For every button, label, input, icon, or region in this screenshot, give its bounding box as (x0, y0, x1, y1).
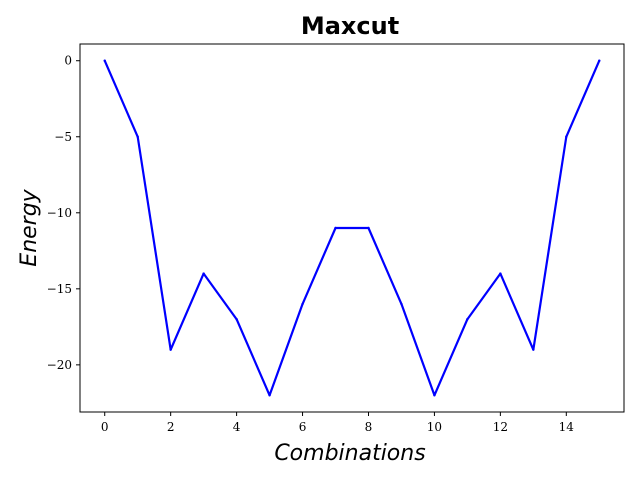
y-tick-label: −10 (47, 206, 72, 220)
series-line (103, 59, 601, 397)
y-tick-label: 0 (64, 54, 72, 68)
data-point (235, 318, 238, 321)
x-tick-label: 0 (101, 420, 109, 434)
data-point (400, 302, 403, 306)
data-point (202, 272, 205, 275)
data-point (169, 348, 172, 351)
x-tick-label: 8 (365, 420, 373, 434)
chart-title: Maxcut (301, 12, 399, 40)
y-tick-label: −5 (54, 130, 72, 144)
x-tick-label: 14 (559, 420, 575, 434)
x-axis: 0 2 4 6 8 10 12 14 (101, 412, 574, 434)
data-point (565, 135, 568, 138)
data-point (136, 135, 139, 138)
data-point (301, 302, 304, 306)
x-tick-label: 12 (493, 420, 508, 434)
data-point (367, 226, 370, 230)
data-point (433, 394, 436, 397)
plot-frame (79, 43, 625, 413)
y-tick-label: −15 (47, 282, 72, 296)
data-point (334, 226, 337, 230)
y-axis: 0 −5 −10 −15 −20 (47, 54, 80, 372)
data-point (499, 272, 502, 275)
x-tick-label: 6 (299, 420, 307, 434)
x-axis-label: Combinations (274, 441, 425, 466)
y-tick-label: −20 (47, 358, 72, 372)
data-point (598, 59, 601, 62)
x-tick-label: 4 (233, 420, 241, 434)
series-group (103, 59, 601, 397)
x-tick-label: 10 (427, 420, 442, 434)
data-point (532, 348, 535, 351)
y-axis-label: Energy (17, 188, 42, 266)
data-point (466, 318, 469, 321)
data-point (268, 394, 271, 397)
x-tick-label: 2 (167, 420, 175, 434)
data-point (103, 59, 106, 62)
